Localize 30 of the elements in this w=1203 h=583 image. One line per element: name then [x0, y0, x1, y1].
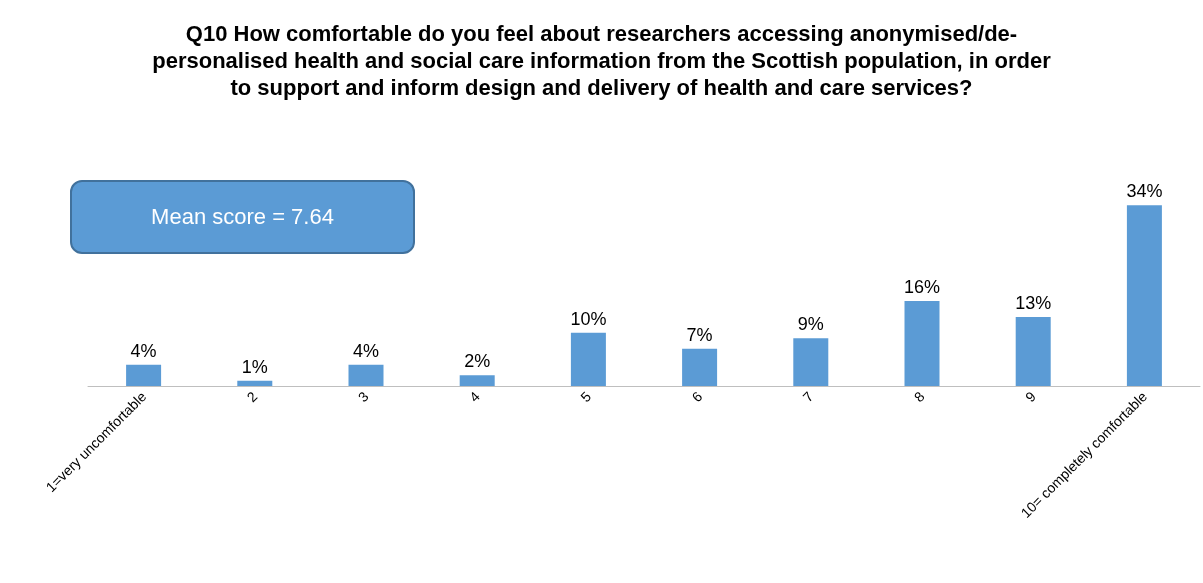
chart-title: Q10 How comfortable do you feel about researchers accessing anonymised/de-personalised health and social care information from the Scottish population, in order to support and inform design and delivery of health and care services?	[151, 20, 1052, 101]
bar	[348, 364, 384, 386]
x-tick-label: 8	[910, 388, 928, 406]
data-label: 4%	[130, 340, 157, 361]
data-label: 34%	[1126, 181, 1163, 202]
bar	[793, 338, 829, 386]
x-tick-label: 3	[354, 388, 372, 406]
data-label: 9%	[797, 314, 824, 335]
bar	[570, 332, 606, 386]
bar	[682, 348, 718, 386]
data-label: 13%	[1015, 292, 1052, 313]
data-label: 16%	[903, 276, 941, 297]
data-label: 7%	[686, 324, 713, 345]
x-tick-label: 2	[243, 388, 261, 406]
x-tick-label: 6	[688, 388, 706, 406]
bar	[904, 300, 940, 386]
data-label: 2%	[464, 351, 491, 372]
callout-box: Mean score = 7.64	[70, 180, 415, 254]
data-label: 1%	[241, 356, 268, 377]
bar	[459, 375, 495, 386]
bar	[1015, 316, 1051, 386]
x-tick-label: 9	[1022, 388, 1040, 406]
x-tick-label: 5	[577, 388, 595, 406]
data-label: 10%	[570, 308, 607, 329]
data-label: 4%	[352, 340, 380, 361]
bar	[126, 364, 162, 386]
bar	[1126, 205, 1162, 386]
x-tick-label: 4	[466, 388, 484, 406]
bar	[237, 380, 273, 386]
x-tick-label: 7	[799, 388, 817, 406]
